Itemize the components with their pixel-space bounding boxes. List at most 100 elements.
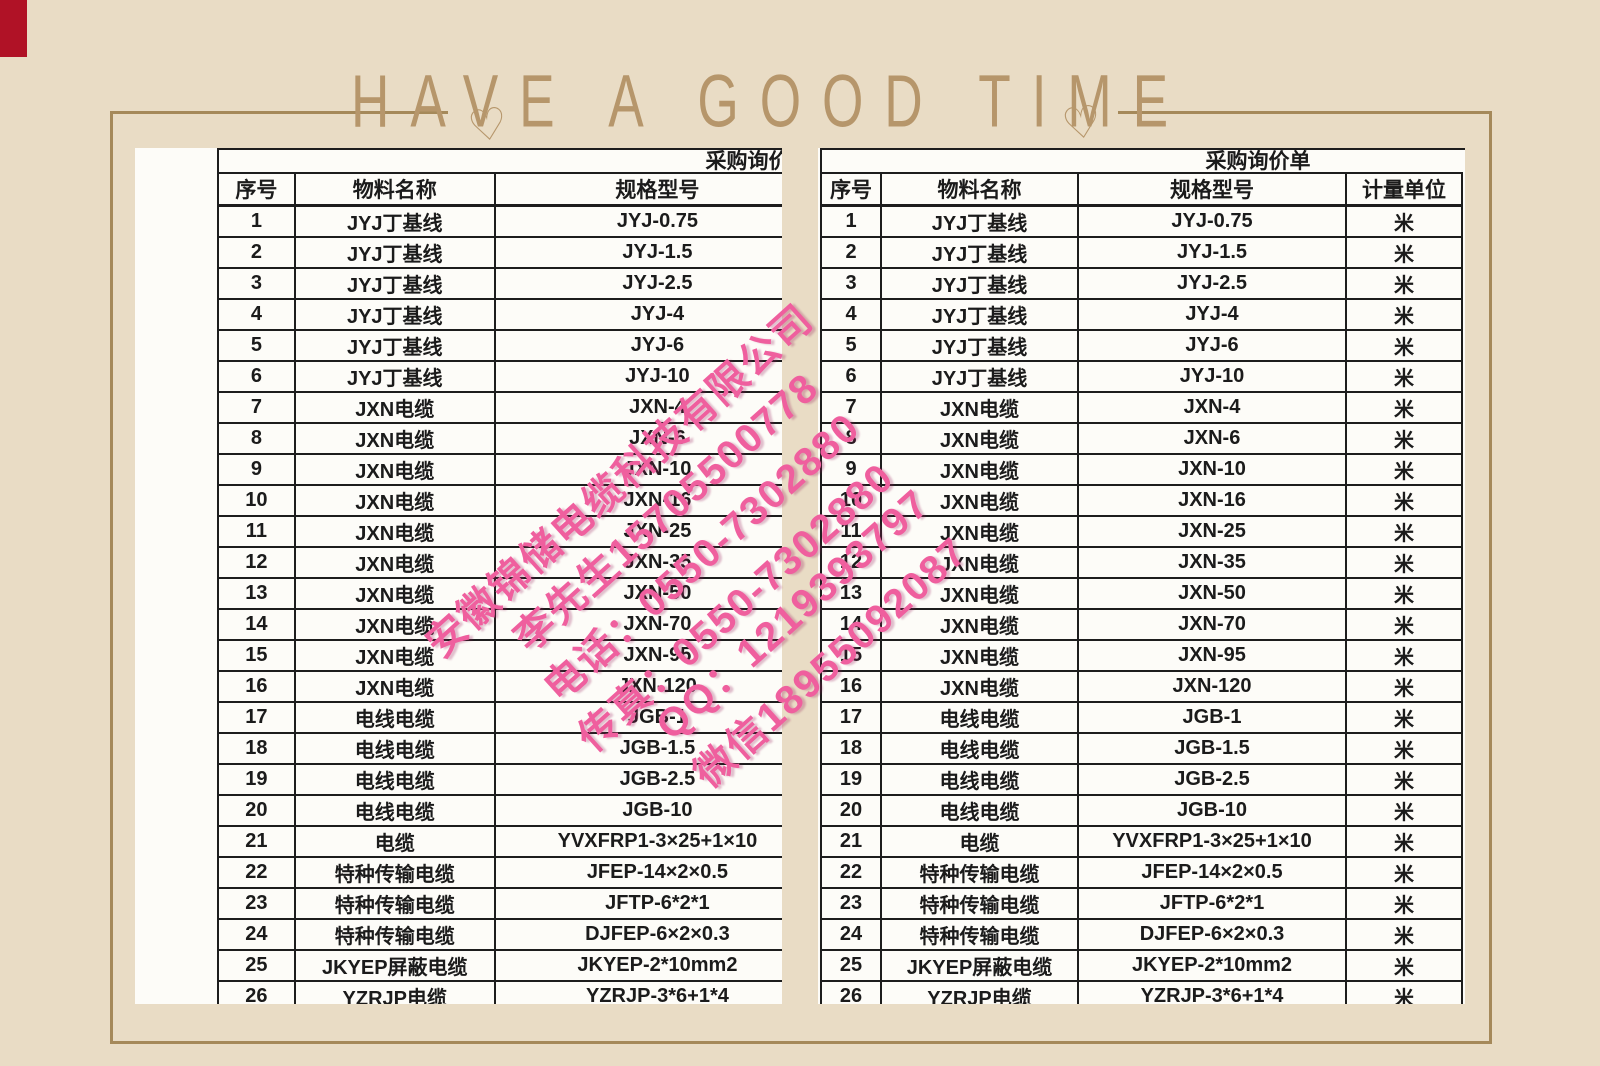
cell-spec: YVXFRP1-3×25+1×10: [493, 825, 782, 858]
cell-spec: JYJ-2.5: [493, 267, 782, 300]
cell-spec: JXN-95: [1077, 639, 1347, 672]
cell-name: JYJ丁基线: [293, 267, 496, 300]
cell-spec: JFTP-6*2*1: [1077, 887, 1347, 920]
cell-unit: 米: [1345, 856, 1463, 889]
cell-unit: 米: [1345, 515, 1463, 548]
cell-unit: 米: [1345, 887, 1463, 920]
cell-name: 特种传输电缆: [880, 856, 1079, 889]
cell-name: 电缆: [293, 825, 496, 858]
cell-no: 3: [820, 267, 882, 300]
cell-no: 20: [820, 794, 882, 827]
cell-spec: JGB-1.5: [493, 732, 782, 765]
cell-no: 15: [217, 639, 296, 672]
cell-name: 电缆: [880, 825, 1079, 858]
cell-name: 电线电缆: [880, 701, 1079, 734]
cell-spec: JYJ-4: [493, 298, 782, 331]
cell-name: JXN电缆: [293, 515, 496, 548]
cell-spec: JXN-6: [493, 422, 782, 455]
cell-no: 21: [217, 825, 296, 858]
cell-spec: JXN-16: [1077, 484, 1347, 517]
cell-no: 10: [820, 484, 882, 517]
price-table-panel-left: 采购询价单 序号 物料名称 规格型号 计量单位 1JYJ丁基线JYJ-0.75米…: [135, 148, 782, 1004]
cell-name: JXN电缆: [880, 546, 1079, 579]
cell-spec: JXN-10: [493, 453, 782, 486]
cell-name: JYJ丁基线: [880, 236, 1079, 269]
cell-spec: JXN-95: [493, 639, 782, 672]
cell-unit: 米: [1345, 546, 1463, 579]
cell-unit: 米: [1345, 329, 1463, 362]
cell-no: 6: [217, 360, 296, 393]
cell-name: 电线电缆: [293, 794, 496, 827]
cell-no: 16: [217, 670, 296, 703]
cell-no: 6: [820, 360, 882, 393]
cell-no: 4: [217, 298, 296, 331]
cell-no: 15: [820, 639, 882, 672]
cell-spec: YZRJP-3*6+1*4: [1077, 980, 1347, 1004]
cell-no: 17: [820, 701, 882, 734]
cell-unit: 米: [1345, 298, 1463, 331]
cell-no: 13: [217, 577, 296, 610]
cell-unit: 米: [1345, 763, 1463, 796]
cell-name: JXN电缆: [293, 639, 496, 672]
cell-name: JXN电缆: [880, 484, 1079, 517]
cell-spec: JXN-120: [1077, 670, 1347, 703]
cell-unit: 米: [1345, 732, 1463, 765]
cell-unit: 米: [1345, 204, 1463, 238]
cell-name: 特种传输电缆: [293, 887, 496, 920]
cell-no: 1: [820, 204, 882, 238]
table-title-row: 采购询价单: [217, 148, 782, 173]
cell-unit: 米: [1345, 360, 1463, 393]
banner-title: HAVE A GOOD TIME: [351, 59, 1189, 143]
cell-unit: 米: [1345, 453, 1463, 486]
cell-spec: JXN-25: [493, 515, 782, 548]
header-spec: 规格型号: [493, 172, 782, 207]
cell-no: 5: [217, 329, 296, 362]
cell-no: 7: [820, 391, 882, 424]
cell-spec: JGB-1.5: [1077, 732, 1347, 765]
cell-name: 特种传输电缆: [293, 918, 496, 951]
header-spec: 规格型号: [1077, 172, 1347, 207]
cell-name: 特种传输电缆: [880, 918, 1079, 951]
cell-spec: JXN-120: [493, 670, 782, 703]
cell-no: 21: [820, 825, 882, 858]
cell-unit: 米: [1345, 484, 1463, 517]
cell-spec: JYJ-1.5: [493, 236, 782, 269]
frame-top-right-line: [1118, 111, 1492, 114]
cell-no: 5: [820, 329, 882, 362]
cell-unit: 米: [1345, 980, 1463, 1004]
cell-name: 电线电缆: [293, 701, 496, 734]
header-unit: 计量单位: [1345, 172, 1463, 207]
cell-no: 8: [217, 422, 296, 455]
cell-spec: JXN-35: [493, 546, 782, 579]
cell-spec: JYJ-4: [1077, 298, 1347, 331]
cell-name: JXN电缆: [293, 484, 496, 517]
cell-no: 22: [217, 856, 296, 889]
frame-left-line: [110, 111, 113, 1043]
cell-name: JYJ丁基线: [293, 329, 496, 362]
cell-spec: JXN-70: [493, 608, 782, 641]
cell-no: 3: [217, 267, 296, 300]
cell-spec: JGB-1: [493, 701, 782, 734]
cell-name: JXN电缆: [880, 639, 1079, 672]
cell-name: JXN电缆: [880, 670, 1079, 703]
